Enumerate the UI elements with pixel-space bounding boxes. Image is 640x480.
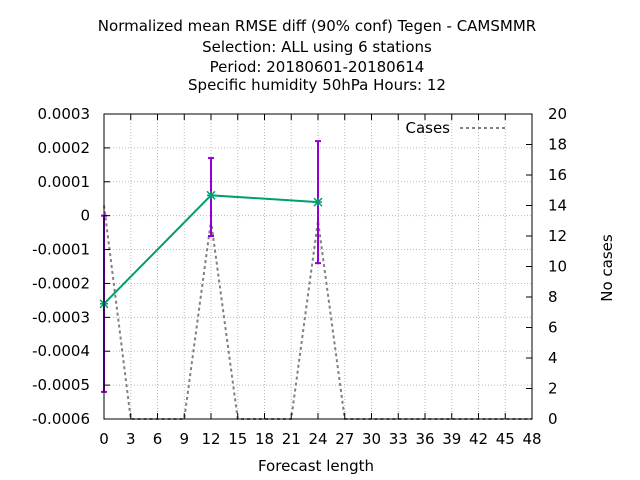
x-tick-label: 48 <box>522 430 541 448</box>
y-tick-label: -0.0006 <box>32 410 90 428</box>
y2-tick-label: 12 <box>548 227 567 245</box>
x-tick-label: 45 <box>496 430 515 448</box>
x-tick-label: 18 <box>255 430 274 448</box>
x-tick-label: 39 <box>442 430 461 448</box>
chart-title: Normalized mean RMSE diff (90% conf) Teg… <box>98 17 536 94</box>
y-tick-label: -0.0003 <box>32 308 90 326</box>
y-tick-label: -0.0005 <box>32 376 90 394</box>
y2-tick-label: 18 <box>548 136 567 154</box>
y2-tick-label: 0 <box>548 410 558 428</box>
ticks: 0 3 6 9 12 15 18 21 24 27 30 33 36 39 42 45 480.00030.00… <box>32 105 567 448</box>
y2-tick-label: 14 <box>548 197 567 215</box>
title-line-4: Specific humidity 50hPa Hours: 12 <box>188 76 446 94</box>
x-tick-label: 36 <box>415 430 434 448</box>
y-tick-label: -0.0004 <box>32 342 90 360</box>
y-tick-label: 0 <box>80 207 90 225</box>
legend: Cases <box>405 119 506 137</box>
y2-tick-label: 16 <box>548 166 567 184</box>
y-tick-label: 0.0002 <box>38 139 91 157</box>
series-layer <box>99 140 532 420</box>
y-tick-label: 0.0001 <box>38 173 91 191</box>
data-point <box>206 190 216 200</box>
y2-tick-label: 4 <box>548 349 558 367</box>
data-point <box>313 197 323 207</box>
x-tick-label: 24 <box>308 430 327 448</box>
x-axis-label: Forecast length <box>258 457 374 475</box>
x-tick-label: 9 <box>179 430 189 448</box>
y2-axis-label: No cases <box>598 234 616 302</box>
legend-label-cases: Cases <box>405 119 450 137</box>
title-line-3: Period: 20180601-20180614 <box>210 58 425 76</box>
title-line-2: Selection: ALL using 6 stations <box>202 38 432 56</box>
y-tick-label: -0.0002 <box>32 274 90 292</box>
x-tick-label: 0 <box>99 430 109 448</box>
x-tick-label: 27 <box>335 430 354 448</box>
y2-tick-label: 10 <box>548 258 567 276</box>
x-tick-label: 21 <box>282 430 301 448</box>
title-line-1: Normalized mean RMSE diff (90% conf) Teg… <box>98 17 536 35</box>
x-tick-label: 3 <box>126 430 136 448</box>
y2-tick-label: 8 <box>548 288 558 306</box>
x-tick-label: 15 <box>228 430 247 448</box>
y-tick-label: -0.0001 <box>32 241 90 259</box>
y2-tick-label: 2 <box>548 380 558 398</box>
y-tick-label: 0.0003 <box>38 105 91 123</box>
x-tick-label: 33 <box>389 430 408 448</box>
x-tick-label: 30 <box>362 430 381 448</box>
y2-tick-label: 6 <box>548 319 558 337</box>
x-tick-label: 6 <box>153 430 163 448</box>
x-tick-label: 12 <box>201 430 220 448</box>
y2-tick-label: 20 <box>548 105 567 123</box>
x-tick-label: 42 <box>469 430 488 448</box>
